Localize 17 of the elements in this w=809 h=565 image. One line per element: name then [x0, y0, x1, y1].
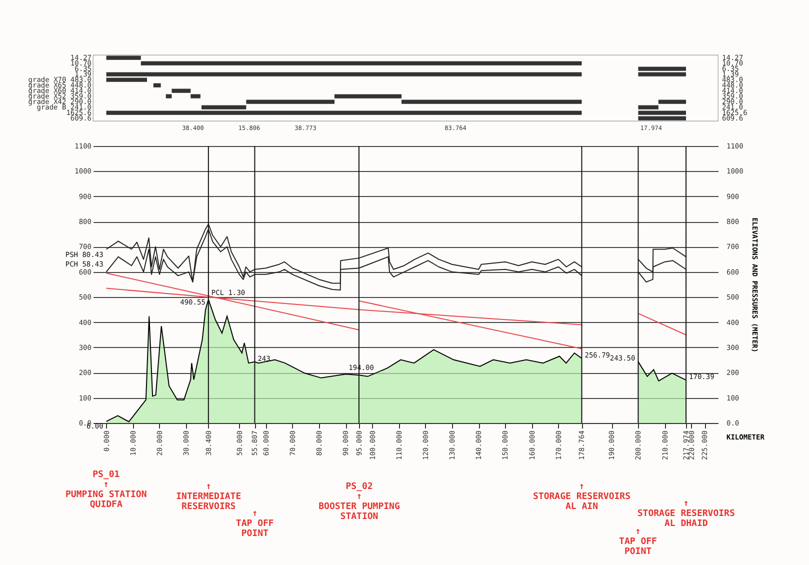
- text: ↑ STORAGE RESERVOIRS AL AIN: [532, 482, 631, 512]
- bar: [172, 88, 191, 93]
- text: PS_02 ↑ BOOSTER PUMPING STATION: [318, 482, 400, 522]
- text: ↑ STORAGE RESERVOIRS AL DHAID: [637, 499, 735, 529]
- bar: [140, 61, 582, 66]
- bar: [166, 94, 172, 98]
- text: ↑ INTERMEDIATE RESERVOIRS: [176, 482, 242, 512]
- bar: [153, 83, 161, 88]
- text: ↑ TAP OFF POINT: [619, 527, 657, 557]
- text: PS_01 ↑ PUMPING STATION QUIDFA: [65, 470, 147, 510]
- bar: [106, 56, 141, 60]
- bar: [402, 100, 582, 104]
- bar: [190, 94, 200, 98]
- bar: [658, 100, 686, 104]
- bar: [246, 100, 334, 104]
- bar: [334, 94, 402, 98]
- text: ↑ TAP OFF POINT: [236, 509, 274, 539]
